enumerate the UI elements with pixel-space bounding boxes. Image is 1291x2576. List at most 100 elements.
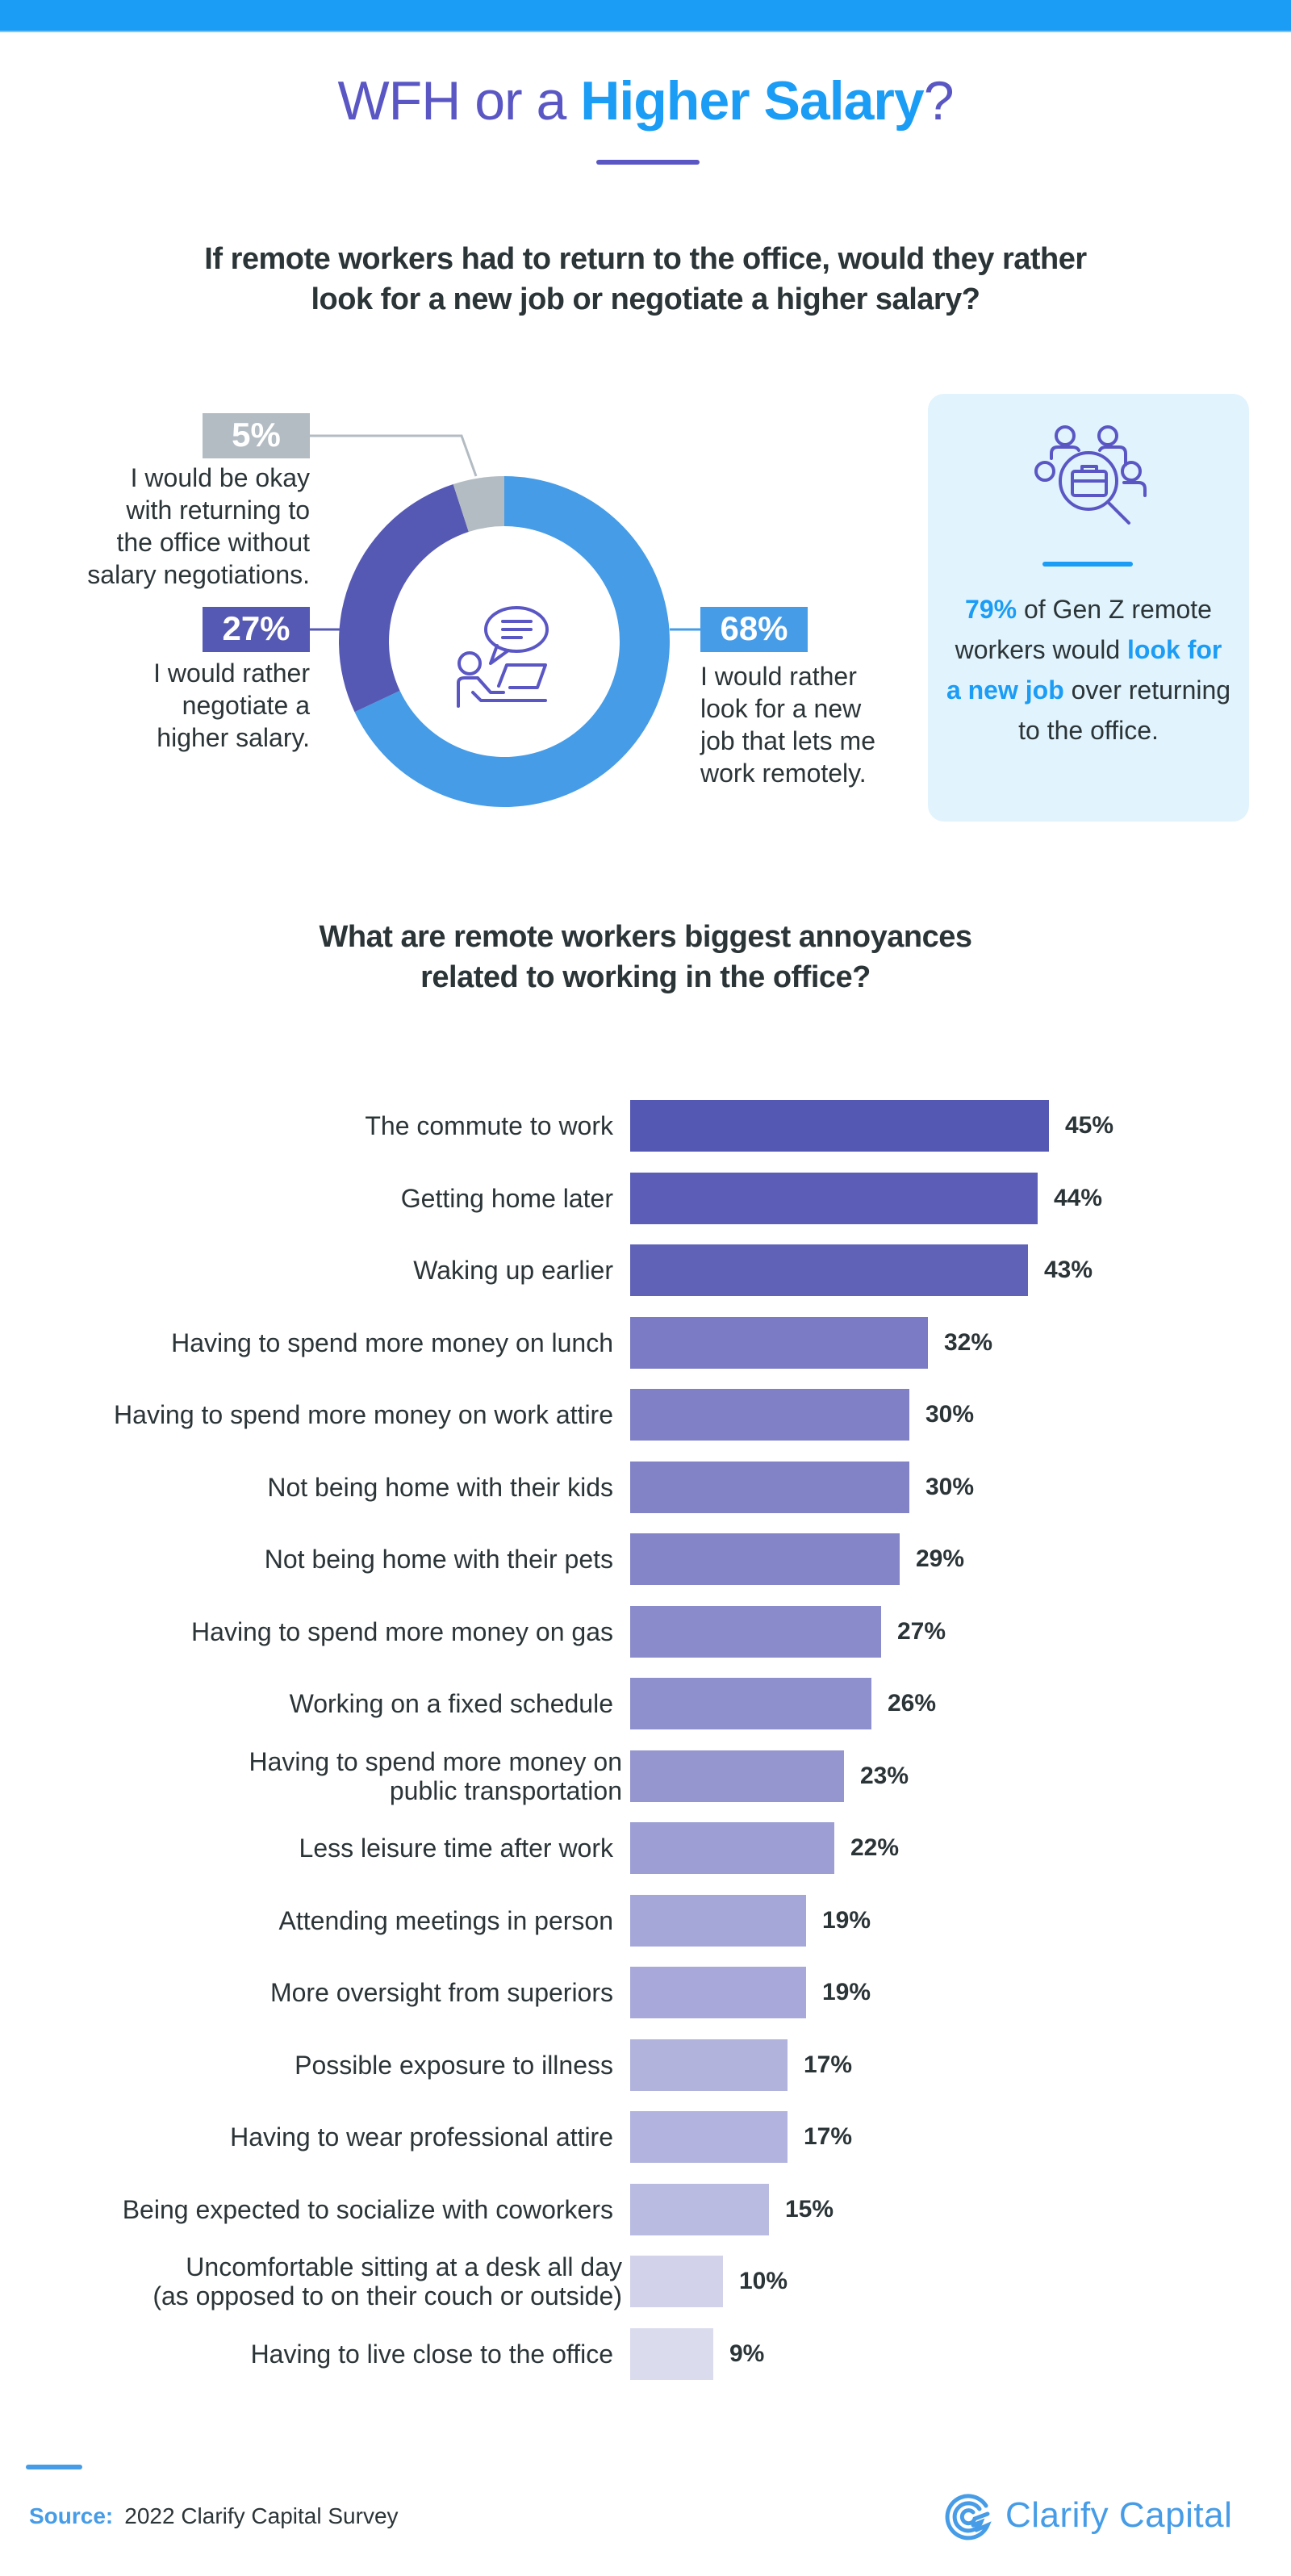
gen-z-stat-card: 79% of Gen Z remote workers would look f…: [928, 394, 1249, 822]
bar-row: Having to spend more money on lunch 32%: [0, 1316, 1291, 1369]
bar: [630, 1967, 806, 2018]
bar: [630, 2256, 723, 2307]
bar-value: 44%: [1054, 1184, 1103, 1211]
bar-label: Possible exposure to illness: [295, 2050, 613, 2080]
bar-row: Having to live close to the office 9%: [0, 2327, 1291, 2380]
bar: [630, 1750, 844, 1802]
source-label: Source:: [29, 2503, 114, 2528]
desc-new-job-remote: I would rather look for a new job that l…: [700, 662, 875, 788]
bar: [630, 2039, 788, 2091]
bar: [630, 1678, 871, 1729]
bar-label: Not being home with their kids: [267, 1472, 613, 1502]
bar-value: 22%: [850, 1834, 900, 1861]
bar-value: 19%: [822, 1979, 871, 2005]
bar-label: Waking up earlier: [413, 1256, 613, 1285]
bar-label: Being expected to socialize with coworke…: [122, 2194, 613, 2224]
stat-highlight-phrase: look for a new job: [946, 635, 1222, 705]
stat-highlight-pct: 79%: [965, 595, 1017, 624]
bar-row: Working on a fixed schedule 26%: [0, 1678, 1291, 1729]
bar-row: Not being home with their pets 29%: [0, 1533, 1291, 1585]
title-part-question: ?: [923, 70, 955, 132]
donut-segments: [339, 476, 670, 807]
bar-value: 26%: [888, 1690, 937, 1717]
bar-row: Having to wear professional attire 17%: [0, 2111, 1291, 2163]
donut-segment: [453, 476, 504, 532]
section1-question-line1: If remote workers had to return to the o…: [204, 242, 1087, 276]
title-part-wfh: WFH or a: [337, 70, 581, 132]
bar-value: 27%: [897, 1617, 946, 1645]
source-text: 2022 Clarify Capital Survey: [124, 2503, 399, 2528]
section2-question-line2: related to working in the office?: [420, 960, 871, 994]
bar: [630, 1172, 1038, 1224]
pct-badge-27: 27%: [203, 607, 310, 652]
bar-value: 32%: [944, 1328, 993, 1356]
brand-name: Clarify Capital: [1005, 2495, 1233, 2535]
bar: [630, 1605, 881, 1658]
bar-value: 29%: [916, 1545, 965, 1572]
bar-value: 17%: [804, 2051, 853, 2078]
section2-question: What are remote workers biggest annoyanc…: [161, 917, 1130, 997]
bar: [630, 1316, 928, 1369]
bar-label: More oversight from superiors: [269, 1978, 613, 2007]
bar-row: Getting home later 44%: [0, 1172, 1291, 1224]
bar-row: Waking up earlier 43%: [0, 1244, 1291, 1296]
bar: [630, 2327, 713, 2380]
stat-card-text: 79% of Gen Z remote workers would look f…: [946, 589, 1231, 751]
bar: [630, 1822, 834, 1874]
bar-row: Not being home with their kids 30%: [0, 1461, 1291, 1513]
bar-label: Uncomfortable sitting at a desk all day …: [152, 2252, 622, 2310]
bar-label: Working on a fixed schedule: [289, 1689, 613, 1718]
source-citation: Source: 2022 Clarify Capital Survey: [29, 2502, 399, 2531]
bar-value: 43%: [1044, 1257, 1093, 1283]
bar-row: Uncomfortable sitting at a desk all day …: [0, 2252, 1291, 2310]
bar-value: 30%: [925, 1401, 975, 1428]
bar: [630, 1461, 909, 1513]
desc-okay-returning: I would be okay with returning to the of…: [87, 463, 310, 589]
bar: [630, 2183, 769, 2235]
bar: [630, 1100, 1049, 1152]
bar-row: Less leisure time after work 22%: [0, 1822, 1291, 1874]
clarify-capital-logo-icon: [945, 2494, 992, 2540]
bar: [630, 1533, 900, 1585]
donut-segment: [339, 484, 469, 713]
bar-value: 30%: [925, 1473, 975, 1500]
donut-chart: [339, 476, 670, 807]
job-search-magnifier-people-icon: [1029, 418, 1147, 525]
pct-badge-5: 5%: [203, 413, 310, 458]
footer-divider: [26, 2465, 82, 2469]
person-at-laptop-speech-bubble-icon: [457, 606, 549, 708]
bar-label: Having to live close to the office: [250, 2339, 613, 2369]
bar-label: Having to spend more money on work attir…: [114, 1400, 613, 1429]
top-accent-bar: [0, 0, 1291, 32]
brand-logo[interactable]: Clarify Capital: [944, 2494, 1233, 2540]
bar-row: Having to spend more money on gas 27%: [0, 1605, 1291, 1658]
bar-value: 19%: [822, 1906, 871, 1934]
bar-label: Having to spend more money on gas: [191, 1616, 613, 1646]
bar: [630, 1389, 909, 1441]
bar-row: Having to spend more money on public tra…: [0, 1746, 1291, 1805]
bar-value: 15%: [785, 2195, 834, 2223]
bar-row: Being expected to socialize with coworke…: [0, 2183, 1291, 2235]
bar-label: Having to wear professional attire: [230, 2122, 613, 2152]
section2-question-line1: What are remote workers biggest annoyanc…: [319, 920, 972, 954]
bar: [630, 1894, 806, 1947]
bar-label: Having to spend more money on public tra…: [249, 1746, 622, 1805]
bar-value: 10%: [739, 2268, 788, 2294]
bar: [630, 1244, 1028, 1296]
page-title: WFH or a Higher Salary?: [0, 65, 1291, 137]
bar-label: The commute to work: [365, 1111, 613, 1140]
bar-label: Having to spend more money on lunch: [171, 1328, 613, 1357]
bar-value: 45%: [1065, 1112, 1114, 1139]
bar-label: Attending meetings in person: [278, 1905, 613, 1935]
bar-label: Less leisure time after work: [299, 1834, 613, 1863]
bar-row: More oversight from superiors 19%: [0, 1967, 1291, 2018]
bar-row: The commute to work 45%: [0, 1100, 1291, 1152]
bar-row: Possible exposure to illness 17%: [0, 2039, 1291, 2091]
bar-value: 9%: [729, 2340, 765, 2367]
pct-badge-68: 68%: [700, 607, 808, 652]
title-part-higher-salary: Higher Salary: [580, 70, 924, 132]
bar: [630, 2111, 788, 2163]
stat-text-a: of Gen Z remote workers would: [955, 595, 1212, 664]
bar-label: Getting home later: [400, 1183, 613, 1213]
bar-row: Attending meetings in person 19%: [0, 1894, 1291, 1947]
